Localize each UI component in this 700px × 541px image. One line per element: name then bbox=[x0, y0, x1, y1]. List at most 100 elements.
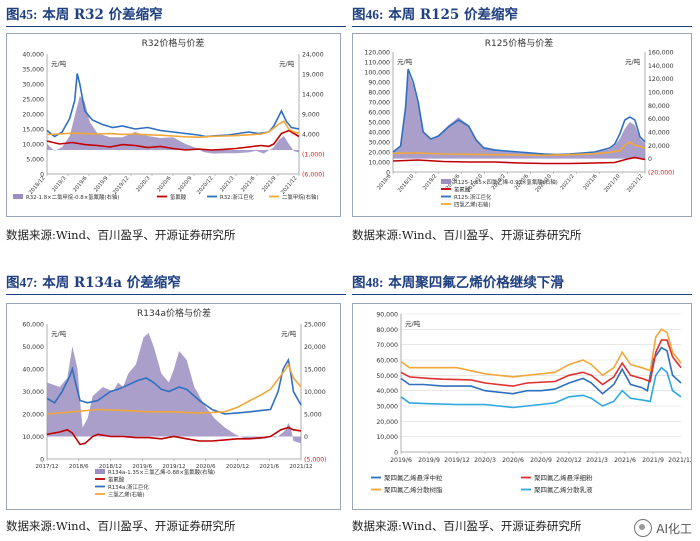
series-line bbox=[392, 141, 646, 157]
x-tick-label: 2021/6 bbox=[582, 173, 598, 191]
y2-tick-label: 9,000 bbox=[302, 112, 320, 119]
y2-tick-label: 160,000 bbox=[648, 50, 674, 57]
y-tick-label: 20,000 bbox=[22, 412, 44, 419]
y-tick-label: 80,000 bbox=[368, 90, 390, 97]
x-tick-label: 2019/6 bbox=[132, 464, 152, 470]
y2-tick-label: 60,000 bbox=[648, 116, 670, 123]
legend: R32-1.8×二氯甲烷-0.8×氢氟酸(右轴) 氢氟酸 R32:浙江巨化 二氯甲烷(… bbox=[13, 193, 319, 201]
y-tick-label: 90,000 bbox=[368, 80, 390, 87]
y2-tick-label: 24,000 bbox=[302, 52, 324, 59]
y-tick-label: 10,000 bbox=[22, 142, 44, 149]
y-tick-label: 60,000 bbox=[376, 358, 398, 365]
x-tick-label: 2020/9 bbox=[530, 457, 552, 464]
figure-46-title: 图46: 本周 R125 价差缩窄 bbox=[352, 4, 692, 27]
y-tick-label: 10,000 bbox=[368, 160, 390, 167]
x-tick-label: 2021/12 bbox=[289, 464, 312, 470]
legend-label: 聚四氟乙烯悬浮细粉 bbox=[534, 473, 593, 482]
y-tick-label: 120,000 bbox=[364, 50, 390, 57]
data-source: 数据来源:Wind、百川盈孚、开源证券研究所 bbox=[352, 228, 582, 242]
x-tick-label: 2019/3 bbox=[51, 175, 67, 193]
y2-tick-label: 100,000 bbox=[648, 90, 674, 97]
y-tick-label: 70,000 bbox=[376, 342, 398, 349]
chart-ptfe: 0 10,000 20,000 30,000 40,000 50,000 60,000 70,… bbox=[371, 312, 694, 494]
wechat-icon bbox=[634, 519, 653, 537]
x-tick-label: 2019/12 bbox=[162, 464, 185, 470]
chart-r125: R125价格与价差 0 10,000 20,000 30,000 40,000 50,000… bbox=[364, 37, 674, 209]
y-tick-label: 30,000 bbox=[22, 82, 44, 89]
series-line bbox=[46, 362, 302, 415]
y2-tick-label: 4,000 bbox=[302, 132, 320, 139]
legend-swatch bbox=[13, 194, 23, 199]
figure-47: 图47: 本周 R134a 价差缩窄 bbox=[6, 272, 346, 295]
chart-ptfe-frame: 0 10,000 20,000 30,000 40,000 50,000 60,000 70,… bbox=[352, 303, 694, 510]
y-tick-label: 0 bbox=[40, 172, 44, 179]
y-tick-label: 50,000 bbox=[376, 373, 398, 380]
x-tick-label: 2021/9 bbox=[642, 457, 664, 464]
watermark: AI化工 bbox=[634, 519, 692, 537]
y-tick-label: 70,000 bbox=[368, 100, 390, 107]
y-tick-label: 60,000 bbox=[22, 322, 44, 329]
y-tick-label: 20,000 bbox=[22, 112, 44, 119]
legend-label: R32:浙江巨化 bbox=[220, 193, 255, 201]
x-tick-label: 2019/12 bbox=[444, 457, 470, 464]
series-area bbox=[47, 333, 301, 444]
x-tick-label: 2021/6 bbox=[240, 175, 256, 193]
series-area bbox=[47, 96, 299, 154]
right-axis-unit: 元/吨 bbox=[625, 57, 641, 66]
chart-r125-frame: R125价格与价差 0 10,000 20,000 30,000 40,000 50,000… bbox=[352, 33, 692, 217]
chart-r32-frame: R32价格与价差 0 5,000 10,000 15,000 20,000 25,000 30… bbox=[6, 33, 341, 217]
y2-tick-label: 25,000 bbox=[304, 322, 326, 329]
y-tick-label: 0 bbox=[40, 457, 44, 464]
y-tick-label: 0 bbox=[386, 170, 390, 177]
x-tick-label: 2021/6 bbox=[259, 464, 279, 470]
chart-r134a: R134a价格与价差 0 10,000 20,000 30,000 40,000 50,00… bbox=[22, 307, 326, 499]
y2-tick-label: 5,000 bbox=[304, 412, 322, 419]
legend-label: 氢氟酸 bbox=[108, 476, 125, 484]
legend-label: 二氯甲烷(右轴) bbox=[282, 193, 319, 201]
x-tick-label: 2021/2 bbox=[559, 173, 575, 191]
y-tick-label: 90,000 bbox=[376, 312, 398, 319]
y2-tick-label: 0 bbox=[304, 434, 308, 441]
figure-48: 图48: 本周聚四氟乙烯价格继续下滑 bbox=[352, 272, 692, 295]
y2-tick-label: 0 bbox=[648, 156, 652, 163]
x-tick-label: 2020/6 bbox=[196, 464, 216, 470]
figure-number: 图48: bbox=[352, 275, 384, 290]
y2-tick-label: (20,000) bbox=[648, 170, 674, 177]
x-tick-label: 2019/2 bbox=[422, 173, 438, 191]
x-tick-label: 2021/9 bbox=[261, 175, 277, 193]
y2-tick-label: 14,000 bbox=[302, 92, 324, 99]
y2-tick-label: 120,000 bbox=[648, 76, 674, 83]
left-axis-unit: 元/吨 bbox=[405, 319, 421, 328]
x-tick-label: 2018/10 bbox=[397, 173, 415, 193]
legend: R125-1.55×四氯乙烯-0.92×氢氟酸(右轴)氢氟酸R125:浙江巨化四… bbox=[441, 178, 558, 209]
figure-number: 图46: bbox=[352, 7, 384, 22]
x-tick-label: 2020/3 bbox=[474, 457, 496, 464]
data-source: 数据来源:Wind、百川盈孚、开源证券研究所 bbox=[6, 519, 236, 533]
series-line bbox=[392, 156, 646, 165]
y-tick-label: 40,000 bbox=[22, 367, 44, 374]
y-tick-label: 10,000 bbox=[22, 434, 44, 441]
y-tick-label: 110,000 bbox=[364, 60, 390, 67]
y-tick-label: 0 bbox=[394, 450, 398, 457]
x-tick-label: 2021/12 bbox=[668, 457, 691, 464]
figure-45: 图45: 本周 R32 价差缩窄 bbox=[6, 4, 346, 27]
figure-47-title: 图47: 本周 R134a 价差缩窄 bbox=[6, 272, 346, 295]
left-axis-unit: 元/吨 bbox=[51, 59, 67, 68]
x-tick-label: 2021/6 bbox=[614, 457, 636, 464]
y-tick-label: 15,000 bbox=[22, 127, 44, 134]
x-tick-label: 2018/6 bbox=[376, 173, 392, 191]
y2-tick-label: (6,000) bbox=[302, 172, 325, 179]
figure-number: 图47: bbox=[6, 275, 38, 290]
watermark-text: AI化工 bbox=[656, 521, 692, 536]
legend-label: R125:浙江巨化 bbox=[454, 193, 492, 201]
legend-label: 聚四氟乙烯分散乳液 bbox=[534, 485, 593, 494]
chart-r32: R32价格与价差 0 5,000 10,000 15,000 20,000 25,000 30… bbox=[13, 37, 325, 201]
y2-tick-label: 40,000 bbox=[648, 130, 670, 137]
legend-swatch bbox=[95, 469, 105, 474]
figure-number: 图45: bbox=[6, 7, 38, 22]
legend-label: R134a-1.35×三氯乙烯-0.88×氢氟酸(右轴) bbox=[108, 468, 215, 476]
y-tick-label: 5,000 bbox=[26, 157, 44, 164]
chart-r134a-frame: R134a价格与价差 0 10,000 20,000 30,000 40,000 50,00… bbox=[6, 303, 341, 510]
data-source: 数据来源:Wind、百川盈孚、开源证券研究所 bbox=[6, 228, 236, 242]
